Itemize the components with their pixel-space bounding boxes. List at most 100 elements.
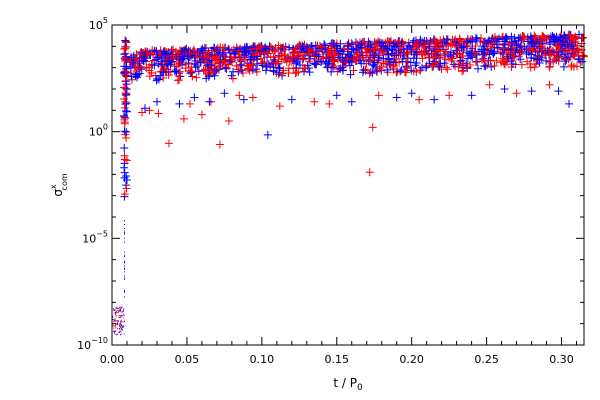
bulk-point — [573, 41, 582, 50]
bulk-point — [198, 44, 207, 53]
bulk-point — [459, 42, 468, 51]
bulk-point — [126, 63, 135, 72]
bulk-point — [342, 55, 351, 64]
bulk-point — [279, 66, 288, 75]
scatter-point — [154, 109, 163, 118]
bulk-point — [208, 54, 217, 63]
initial-cluster-point — [114, 319, 116, 321]
bulk-point — [262, 66, 271, 75]
spike-trace-point — [123, 260, 125, 262]
initial-cluster-point — [117, 333, 119, 335]
y-tick-base: 10 — [77, 339, 91, 352]
bulk-point — [175, 46, 184, 55]
bulk-point — [292, 68, 301, 77]
initial-cluster-point — [117, 320, 119, 322]
initial-cluster-point — [119, 310, 121, 312]
bulk-point — [252, 67, 261, 76]
spike-trace-point — [123, 296, 125, 298]
bulk-point — [205, 65, 214, 74]
bulk-point — [412, 40, 421, 49]
initial-cluster-point — [120, 307, 122, 309]
bulk-point — [364, 57, 373, 66]
initial-cluster-point — [112, 316, 114, 318]
spike-trace-point — [123, 290, 125, 292]
bulk-point — [570, 46, 579, 55]
spike-point — [121, 52, 130, 61]
bulk-point — [215, 62, 224, 71]
bulk-point — [442, 35, 451, 44]
bulk-point — [383, 37, 392, 46]
bulk-point — [253, 59, 262, 68]
scatter-point — [310, 97, 319, 106]
scatter-point — [164, 139, 173, 148]
initial-cluster-point — [121, 333, 123, 335]
bulk-point — [358, 53, 367, 62]
bulk-point — [567, 62, 576, 71]
bulk-point — [354, 41, 363, 50]
bulk-point — [509, 51, 518, 60]
bulk-point — [424, 53, 433, 62]
bulk-point — [358, 68, 367, 77]
bulk-point — [269, 67, 278, 76]
initial-cluster-point — [113, 321, 115, 323]
initial-cluster-point — [116, 320, 118, 322]
bulk-point — [135, 63, 144, 72]
scatter-point — [347, 97, 356, 106]
spike-point — [120, 168, 129, 177]
initial-cluster-point — [114, 312, 116, 314]
spike-trace-point — [123, 277, 125, 279]
bulk-point — [526, 63, 535, 72]
initial-cluster-point — [116, 308, 118, 310]
initial-cluster-point — [113, 330, 115, 332]
x-tick-label: 0.10 — [250, 353, 275, 366]
initial-cluster-point — [123, 321, 125, 323]
scatter-point — [500, 85, 509, 93]
bulk-point — [204, 49, 213, 58]
bulk-point — [357, 59, 366, 68]
initial-cluster-point — [120, 310, 122, 312]
bulk-point — [446, 50, 455, 59]
bulk-point — [425, 44, 434, 53]
bulk-point — [346, 51, 355, 60]
bulk-point — [236, 56, 245, 65]
bulk-point — [233, 65, 242, 74]
bulk-point — [311, 60, 320, 69]
bulk-point — [298, 42, 307, 51]
bulk-point — [447, 54, 456, 63]
spike-trace-point — [123, 291, 125, 293]
initial-cluster-point — [115, 311, 117, 313]
bulk-point — [395, 37, 404, 46]
bulk-point — [365, 69, 374, 78]
bulk-point — [171, 66, 180, 75]
bulk-point — [420, 47, 429, 56]
y-tick-exponent: 0 — [103, 123, 108, 132]
initial-cluster-point — [119, 309, 121, 311]
bulk-point — [516, 55, 525, 64]
bulk-point — [369, 60, 378, 69]
bulk-point — [317, 43, 326, 52]
scatter-point — [197, 110, 206, 119]
bulk-point — [159, 47, 168, 56]
bulk-point — [374, 37, 383, 46]
bulk-point — [494, 44, 503, 53]
initial-cluster-point — [116, 334, 118, 336]
bulk-point — [201, 57, 210, 66]
bulk-point — [272, 59, 281, 68]
bulk-point — [570, 35, 579, 44]
scatter-point — [325, 99, 334, 108]
bulk-point — [275, 68, 284, 77]
initial-cluster-point — [118, 331, 120, 333]
initial-cluster-point — [119, 326, 121, 328]
bulk-point — [244, 64, 253, 73]
spike-trace-point — [123, 254, 125, 256]
bulk-point — [252, 44, 261, 53]
bulk-point — [561, 55, 570, 64]
initial-cluster-point — [120, 330, 122, 332]
x-tick-label: 0.20 — [399, 353, 424, 366]
bulk-point — [489, 49, 498, 58]
scatter-point — [392, 93, 401, 102]
bulk-point — [474, 64, 483, 73]
initial-cluster-point — [114, 309, 116, 311]
bulk-point — [145, 63, 154, 72]
spike-trace-point — [123, 241, 125, 243]
